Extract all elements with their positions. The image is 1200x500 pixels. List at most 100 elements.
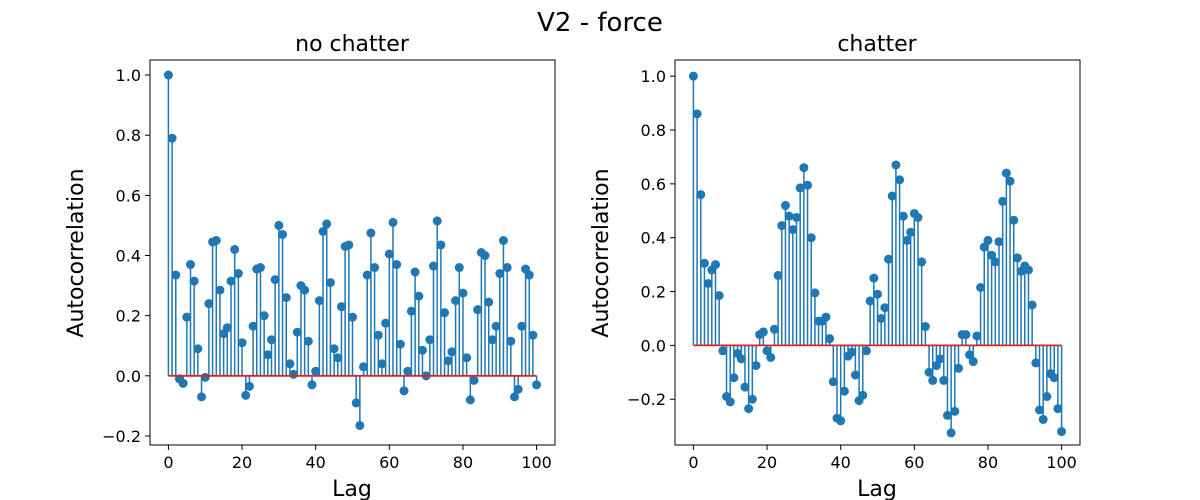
stem-marker [200, 372, 210, 382]
stem-marker [839, 386, 849, 396]
x-tick-label: 0 [688, 453, 698, 472]
stem-marker [410, 267, 420, 277]
stem-marker [381, 318, 391, 328]
stem-marker [950, 406, 960, 416]
stem-marker [780, 200, 790, 210]
stem-marker [458, 288, 468, 298]
stem-marker [388, 217, 398, 227]
stem-marker [976, 283, 986, 292]
stem-marker [928, 375, 938, 385]
stem-marker [322, 219, 332, 229]
stem-marker [329, 344, 339, 354]
stem-marker [946, 428, 956, 438]
stem-marker [729, 373, 739, 383]
stem-marker [403, 366, 413, 376]
panel-title-chatter: chatter [837, 32, 917, 57]
y-tick-label: 1.0 [116, 66, 141, 85]
stem-marker [725, 397, 735, 407]
stem-marker [1035, 405, 1044, 415]
stem-marker [1057, 427, 1067, 437]
stem-marker [244, 381, 254, 391]
stem-marker [865, 296, 875, 306]
stem-marker [751, 361, 761, 371]
y-tick-label: −0.2 [102, 427, 141, 446]
stem-marker [362, 270, 372, 280]
stem-marker [850, 370, 860, 380]
stem-marker [711, 260, 720, 270]
stem-marker [473, 305, 483, 315]
y-tick-label: 0.2 [116, 307, 141, 326]
stem-marker [384, 249, 394, 259]
stem-marker [788, 225, 798, 235]
stem-marker [366, 228, 376, 238]
stem-marker [425, 335, 435, 345]
stem-marker [263, 350, 273, 360]
stem-marker [692, 109, 702, 119]
stem-marker [348, 312, 357, 322]
stem-marker [773, 270, 783, 280]
stem-marker [355, 420, 365, 430]
stem-marker [171, 270, 181, 280]
panel-title-no-chatter: no chatter [295, 32, 410, 57]
stem-marker [193, 344, 203, 354]
stem-marker [1001, 168, 1011, 178]
stem-marker [898, 211, 908, 221]
stem-marker [1009, 215, 1019, 225]
stem-marker [987, 250, 997, 260]
stem-marker [1012, 253, 1022, 263]
stem-marker [300, 285, 310, 295]
stem-marker [1031, 358, 1041, 368]
stem-marker [351, 398, 361, 408]
stem-lines-chatter [692, 76, 1063, 433]
stem-marker [961, 330, 971, 340]
stem-marker [769, 324, 779, 334]
stem-marker [795, 183, 805, 193]
stem-marker [1049, 373, 1059, 383]
stem-marker [869, 273, 879, 283]
stem-marker [278, 229, 288, 239]
stem-marker [325, 278, 335, 288]
stem-marker [314, 296, 324, 306]
stem-marker [167, 133, 177, 143]
axes-frame-no-chatter [149, 59, 556, 446]
stem-marker [270, 275, 280, 285]
x-tick-label: 20 [757, 453, 777, 472]
stem-marker [502, 263, 512, 273]
stem-marker [1038, 414, 1048, 424]
stem-marker [942, 410, 952, 420]
stem-marker [186, 260, 195, 270]
stem-marker [895, 175, 905, 185]
stem-marker [884, 254, 894, 264]
stem-marker [821, 312, 831, 322]
stem-marker [939, 375, 949, 385]
x-tick-label: 40 [306, 453, 326, 472]
stem-marker [703, 278, 713, 288]
stem-markers-chatter [688, 71, 1067, 438]
stem-marker [876, 313, 886, 323]
stem-marker [1005, 176, 1015, 186]
stem-marker [803, 180, 813, 190]
stem-marker [828, 377, 838, 387]
stem-marker [248, 321, 258, 331]
y-axis-label-no-chatter: Autocorrelation [64, 168, 89, 337]
stem-marker [847, 347, 857, 357]
stem-marker [887, 191, 897, 201]
stem-marker [696, 190, 706, 200]
stem-marker [891, 160, 901, 170]
stem-marker [744, 404, 754, 414]
y-tick-label: 0.0 [116, 367, 141, 386]
stem-marker [274, 220, 284, 230]
x-tick-label: 60 [379, 453, 399, 472]
axes-frame-chatter [674, 59, 1081, 446]
stem-marker [436, 240, 446, 250]
stem-marker [836, 416, 846, 426]
stem-marker [524, 270, 534, 280]
stem-marker [406, 306, 416, 316]
chart-panel-no-chatter: no chatter Lag Autocorrelation 0 20 40 60 80… [64, 32, 556, 500]
x-tick-label: 60 [904, 453, 924, 472]
stem-marker [289, 369, 299, 379]
stem-marker [528, 330, 538, 340]
stem-marker [377, 359, 387, 369]
